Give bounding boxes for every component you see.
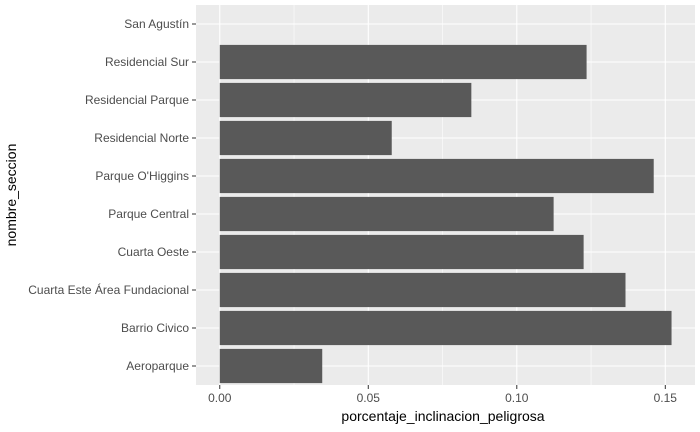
y-tick-label: Parque Central: [108, 207, 189, 221]
y-tick-label: Residencial Sur: [105, 55, 189, 69]
bar: [219, 196, 554, 232]
x-axis: 0.00 0.05 0.10 0.15: [208, 385, 677, 405]
y-tick-label: Residencial Norte: [94, 131, 189, 145]
x-tick-label: 0.05: [357, 391, 381, 405]
x-tick-label: 0.15: [654, 391, 678, 405]
y-tick-label: Cuarta Oeste: [118, 245, 190, 259]
y-axis: Aeroparque Barrio Civico Cuarta Este Área …: [28, 17, 196, 373]
bar: [219, 82, 472, 118]
x-tick-label: 0.00: [208, 391, 232, 405]
y-tick-label: Aeroparque: [126, 359, 189, 373]
y-tick-label: Cuarta Este Área Fundacional: [28, 282, 189, 297]
x-tick-label: 0.10: [505, 391, 529, 405]
bar: [219, 234, 584, 270]
bar: [219, 272, 626, 308]
y-tick-label: Barrio Civico: [121, 321, 189, 335]
y-tick-label: Residencial Parque: [85, 93, 189, 107]
x-axis-title: porcentaje_inclinacion_peligrosa: [341, 408, 544, 424]
bars-group: [219, 44, 672, 384]
bar: [219, 310, 672, 346]
y-tick-label: San Agustín: [124, 17, 189, 31]
bar: [219, 348, 323, 384]
y-tick-label: Parque O'Higgins: [95, 169, 189, 183]
bar: [219, 158, 654, 194]
bar: [219, 44, 587, 80]
y-axis-title: nombre_seccion: [3, 144, 19, 247]
bar: [219, 120, 392, 156]
